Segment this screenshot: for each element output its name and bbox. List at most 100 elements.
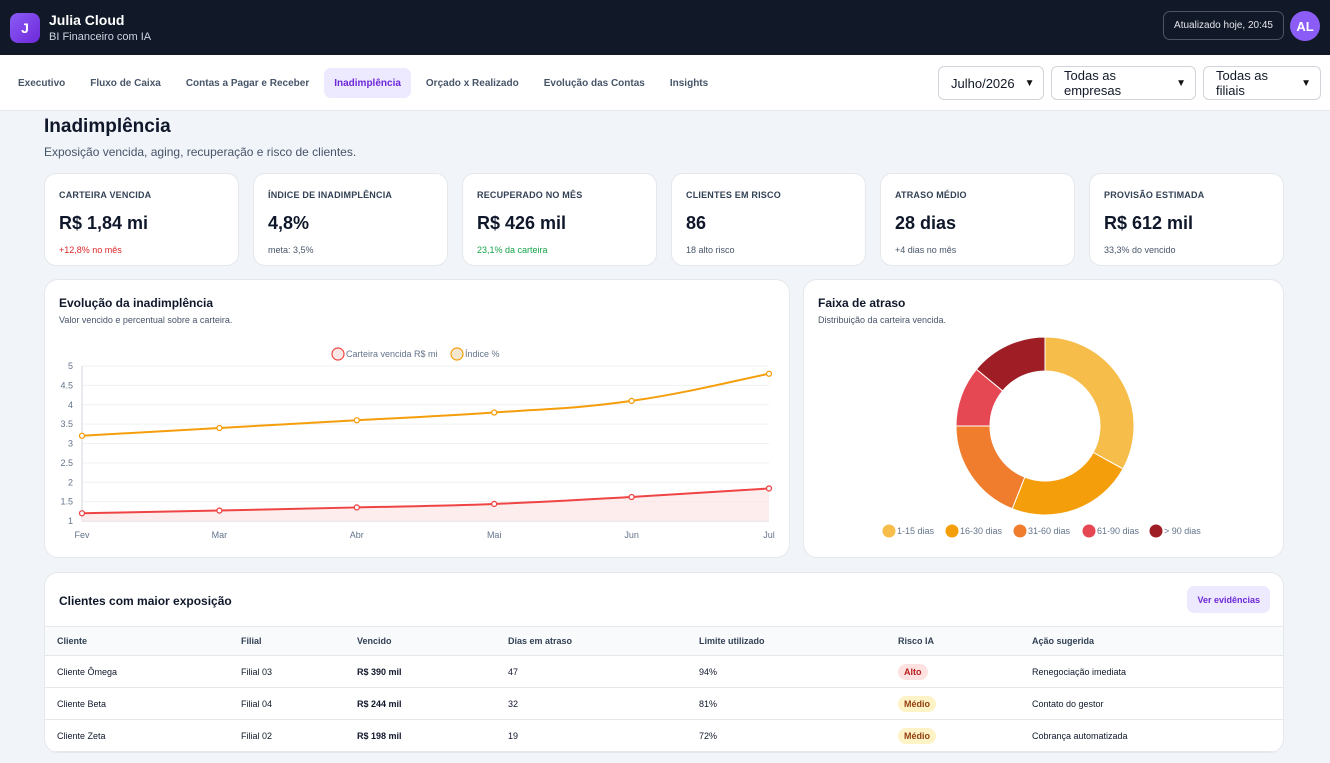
- column-header-filial[interactable]: Filial: [241, 636, 262, 646]
- column-header-limite-utilizado[interactable]: Limite utilizado: [699, 636, 765, 646]
- data-point[interactable]: [353, 504, 360, 511]
- table-cell-filial: Filial 04: [241, 698, 273, 709]
- table-cell-dias-em-atraso: 32: [508, 698, 519, 709]
- data-point[interactable]: [491, 500, 498, 508]
- app-name: Julia Cloud: [49, 12, 125, 28]
- column-header-dias-em-atraso[interactable]: Dias em atraso: [508, 636, 573, 646]
- table-row[interactable]: Cliente Ômega Filial 03 R$ 390 mil 47 94% Alt…: [45, 656, 1283, 688]
- legend-swatch: [331, 347, 345, 361]
- donut-slice-31-60-dias[interactable]: [955, 425, 1026, 510]
- data-point[interactable]: [78, 432, 86, 439]
- donut-slice-1-15-dias[interactable]: [1044, 336, 1135, 470]
- data-point[interactable]: [216, 507, 223, 514]
- kpi-note: 18 alto risco: [686, 245, 735, 255]
- table-header: Cliente Filial Vencido Dias em atraso Limite…: [45, 626, 1283, 656]
- branch-select[interactable]: Todas as filiais ▼: [1203, 66, 1321, 100]
- donut-chart-title: Faixa de atraso: [818, 296, 906, 310]
- donut-slice-16-30-dias[interactable]: [1011, 451, 1124, 516]
- donut-chart-card: Faixa de atraso Distribuição da carteira…: [803, 279, 1284, 558]
- risk-badge: Alto: [898, 663, 928, 680]
- y-tick-label: 4.5: [60, 380, 73, 390]
- tab-list: Executivo Fluxo de Caixa Contas a Pagar e …: [8, 68, 723, 98]
- data-point[interactable]: [491, 409, 498, 416]
- legend-label[interactable]: 61-90 dias: [1097, 526, 1140, 536]
- table-cell-limite-utilizado: 81%: [699, 698, 718, 709]
- table-cell-limite-utilizado: 94%: [699, 666, 718, 677]
- kpi-card-recuperado-no-mes: RECUPERADO NO MÊS R$ 426 mil 23,1% da cart…: [462, 173, 657, 266]
- legend-label[interactable]: 31-60 dias: [1028, 526, 1071, 536]
- donut-chart: 1-15 dias 16-30 dias 31-60 dias 61-90 dias >…: [882, 336, 1201, 538]
- tab-fluxo-de-caixa[interactable]: Fluxo de Caixa: [90, 77, 161, 89]
- kpi-card-carteira-vencida: CARTEIRA VENCIDA R$ 1,84 mi +12,8% no mês: [44, 173, 239, 266]
- kpi-value: R$ 1,84 mi: [59, 213, 149, 233]
- data-point[interactable]: [78, 510, 86, 517]
- exposure-table-card: Clientes com maior exposição Ver evidênc…: [44, 572, 1284, 753]
- app-logo[interactable]: J: [10, 12, 40, 43]
- table-cell-filial: Filial 03: [241, 666, 273, 677]
- tab-inadimplencia[interactable]: Inadimplência: [324, 68, 411, 98]
- donut-slice-90-dias[interactable]: [975, 336, 1046, 392]
- column-header-cliente[interactable]: Cliente: [57, 636, 88, 646]
- legend-swatch: [1082, 524, 1096, 538]
- company-select[interactable]: Todas as empresas ▼: [1051, 66, 1196, 100]
- y-tick-label: 1.5: [60, 497, 73, 507]
- company-select-value: Todas as empresas: [1064, 68, 1122, 98]
- legend-label[interactable]: Índice %: [465, 349, 500, 359]
- data-point[interactable]: [628, 493, 635, 501]
- legend-label[interactable]: Carteira vencida R$ mi: [346, 349, 438, 359]
- period-select-value: Julho/2026: [951, 75, 1015, 91]
- legend-label[interactable]: > 90 dias: [1164, 526, 1201, 536]
- chevron-down-icon: ▼: [1176, 77, 1186, 89]
- tab-evolucao-das-contas[interactable]: Evolução das Contas: [543, 77, 645, 89]
- tab-insights[interactable]: Insights: [669, 77, 709, 89]
- data-point[interactable]: [765, 485, 773, 492]
- x-tick-label: Mar: [212, 530, 228, 540]
- avatar[interactable]: AL: [1290, 11, 1320, 41]
- data-point[interactable]: [216, 424, 223, 432]
- period-select[interactable]: Julho/2026 ▼: [938, 66, 1044, 100]
- table-row[interactable]: Cliente Zeta Filial 02 R$ 198 mil 19 72% Médi…: [45, 720, 1283, 752]
- tab-orcado-x-realizado[interactable]: Orçado x Realizado: [425, 77, 519, 89]
- legend-label[interactable]: 1-15 dias: [897, 526, 935, 536]
- x-tick-label: Fev: [74, 530, 90, 540]
- kpi-note: 23,1% da carteira: [477, 245, 548, 255]
- data-point[interactable]: [765, 370, 773, 377]
- y-tick-label: 2: [68, 477, 73, 487]
- table-cell-risco-ia: Alto: [898, 656, 928, 687]
- table-cell-cliente: Cliente Ômega: [57, 666, 118, 677]
- table-cell-vencido: R$ 244 mil: [357, 698, 402, 709]
- tab-contas-a-pagar-e-receber[interactable]: Contas a Pagar e Receber: [185, 77, 310, 89]
- data-point[interactable]: [628, 397, 635, 405]
- line-chart-subtitle: Valor vencido e percentual sobre a carte…: [59, 315, 233, 325]
- tab-executivo[interactable]: Executivo: [18, 77, 66, 89]
- series-line-carteira-vencida-r-mi: [81, 487, 770, 515]
- table-cell-cliente: Cliente Beta: [57, 698, 107, 709]
- kpi-label: CARTEIRA VENCIDA: [59, 190, 152, 200]
- table-cell-dias-em-atraso: 47: [508, 666, 519, 677]
- kpi-card-atraso-medio: ATRASO MÉDIO 28 dias +4 dias no mês: [880, 173, 1075, 266]
- kpi-value: R$ 426 mil: [477, 213, 567, 233]
- y-tick-label: 3: [68, 439, 73, 449]
- x-tick-label: Jun: [624, 530, 639, 540]
- view-evidence-button[interactable]: Ver evidências: [1187, 586, 1270, 613]
- column-header-vencido[interactable]: Vencido: [357, 636, 392, 646]
- y-tick-label: 4: [68, 400, 73, 410]
- table-cell-dias-em-atraso: 19: [508, 730, 519, 741]
- kpi-note: +12,8% no mês: [59, 245, 122, 255]
- column-header-acao-sugerida[interactable]: Ação sugerida: [1032, 636, 1095, 646]
- page-subtitle: Exposição vencida, aging, recuperação e …: [44, 145, 357, 159]
- donut-chart-subtitle: Distribuição da carteira vencida.: [818, 315, 947, 325]
- x-tick-label: Jul: [763, 530, 775, 540]
- table-cell-filial: Filial 02: [241, 730, 273, 741]
- table-cell-acao-sugerida: Renegociação imediata: [1032, 666, 1127, 677]
- column-header-risco-ia[interactable]: Risco IA: [898, 636, 935, 646]
- top-bar: J Julia Cloud BI Financeiro com IA Atual…: [0, 0, 1330, 55]
- legend-label[interactable]: 16-30 dias: [960, 526, 1003, 536]
- risk-badge: Médio: [898, 695, 936, 712]
- table-row[interactable]: Cliente Beta Filial 04 R$ 244 mil 32 81% Médi…: [45, 688, 1283, 720]
- kpi-note: 33,3% do vencido: [1104, 245, 1176, 255]
- data-point[interactable]: [353, 417, 360, 424]
- kpi-label: CLIENTES EM RISCO: [686, 190, 781, 200]
- kpi-note: meta: 3,5%: [268, 245, 314, 255]
- kpi-row: CARTEIRA VENCIDA R$ 1,84 mi +12,8% no mês Í…: [44, 173, 1284, 266]
